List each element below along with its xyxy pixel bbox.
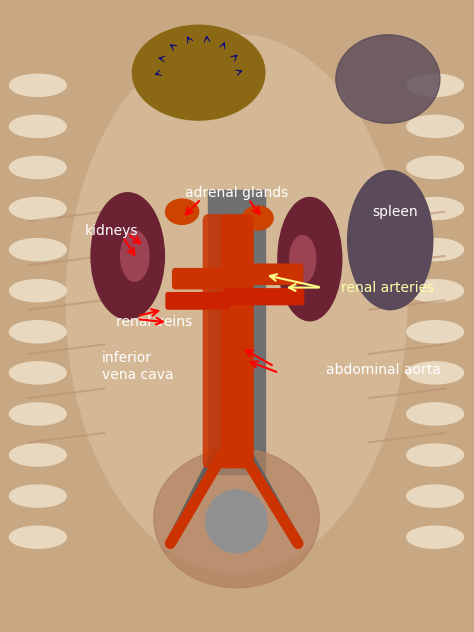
Ellipse shape xyxy=(407,526,464,549)
Text: renal veins: renal veins xyxy=(116,315,192,329)
Text: adrenal glands: adrenal glands xyxy=(185,186,288,200)
Ellipse shape xyxy=(9,197,66,220)
Ellipse shape xyxy=(9,403,66,425)
Text: inferior
vena cava: inferior vena cava xyxy=(102,351,173,382)
Bar xyxy=(208,190,265,474)
Ellipse shape xyxy=(206,490,267,553)
Ellipse shape xyxy=(407,238,464,260)
FancyBboxPatch shape xyxy=(241,264,303,284)
Ellipse shape xyxy=(290,236,316,283)
Ellipse shape xyxy=(407,157,464,179)
Ellipse shape xyxy=(407,403,464,425)
Ellipse shape xyxy=(9,116,66,138)
Ellipse shape xyxy=(9,485,66,507)
Ellipse shape xyxy=(347,171,433,310)
Ellipse shape xyxy=(9,157,66,179)
Ellipse shape xyxy=(9,362,66,384)
FancyBboxPatch shape xyxy=(222,215,253,468)
Ellipse shape xyxy=(9,321,66,343)
Ellipse shape xyxy=(407,444,464,466)
Ellipse shape xyxy=(9,238,66,260)
Text: spleen: spleen xyxy=(372,205,418,219)
Ellipse shape xyxy=(165,199,199,224)
Ellipse shape xyxy=(407,279,464,301)
Ellipse shape xyxy=(407,197,464,220)
Ellipse shape xyxy=(407,485,464,507)
Ellipse shape xyxy=(407,362,464,384)
FancyBboxPatch shape xyxy=(224,289,304,305)
Ellipse shape xyxy=(407,321,464,343)
Ellipse shape xyxy=(407,75,464,96)
Ellipse shape xyxy=(336,35,440,123)
Ellipse shape xyxy=(9,279,66,301)
FancyBboxPatch shape xyxy=(173,269,232,289)
Ellipse shape xyxy=(9,526,66,549)
Text: renal arteries: renal arteries xyxy=(340,281,434,295)
Ellipse shape xyxy=(132,25,265,120)
Ellipse shape xyxy=(120,231,149,281)
Ellipse shape xyxy=(91,193,164,319)
FancyBboxPatch shape xyxy=(166,293,229,309)
FancyBboxPatch shape xyxy=(203,215,231,468)
Ellipse shape xyxy=(278,197,342,321)
Ellipse shape xyxy=(9,75,66,96)
Text: abdominal aorta: abdominal aorta xyxy=(327,363,441,377)
Ellipse shape xyxy=(154,449,319,588)
Ellipse shape xyxy=(9,444,66,466)
Ellipse shape xyxy=(66,35,407,572)
Ellipse shape xyxy=(407,116,464,138)
Ellipse shape xyxy=(242,206,273,230)
Text: kidneys: kidneys xyxy=(84,224,138,238)
